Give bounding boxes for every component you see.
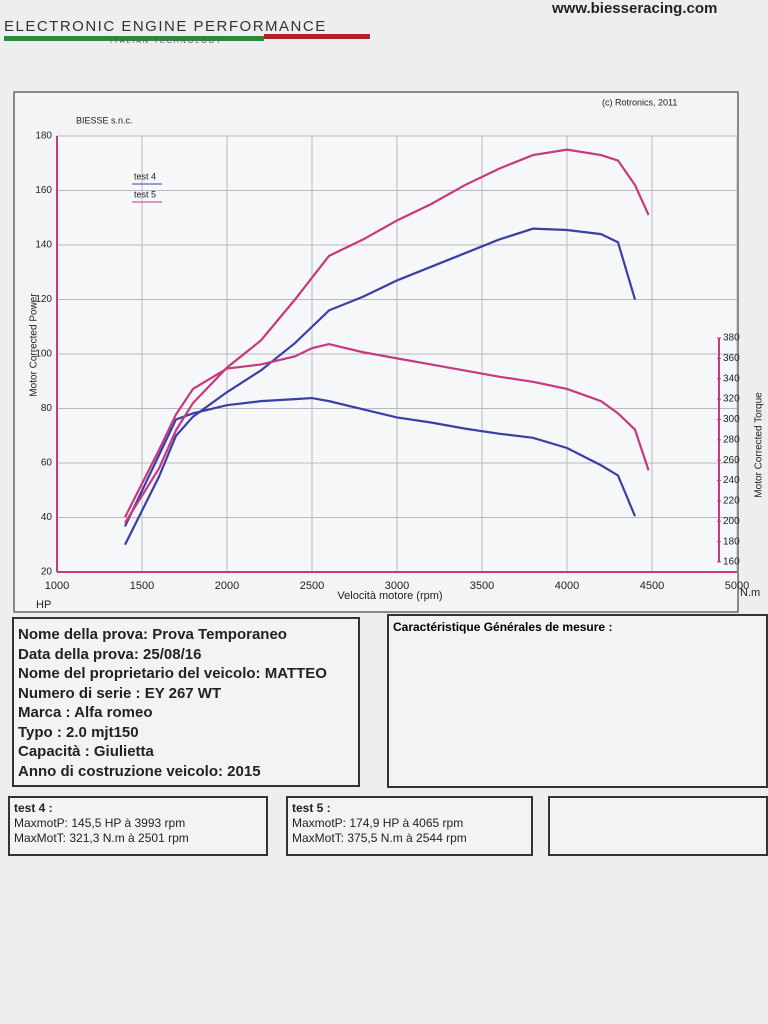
- y-tick-label: 140: [35, 240, 52, 251]
- info-line: Nome della prova: Prova Temporaneo: [18, 626, 287, 643]
- power-line: [124, 148, 650, 524]
- characteristics-title: Caractéristique Générales de mesure :: [393, 620, 613, 634]
- y2-tick-label: 360: [723, 353, 740, 364]
- torque-line: [124, 396, 637, 527]
- result-line: MaxmotP: 174,9 HP à 4065 rpm: [292, 816, 464, 830]
- y2-tick-label: 340: [723, 373, 740, 384]
- result-line: MaxmotP: 145,5 HP à 3993 rpm: [14, 816, 186, 830]
- y2-tick-label: 260: [723, 455, 740, 466]
- y-tick-label: 160: [35, 185, 52, 196]
- y-tick-label: 40: [41, 512, 53, 523]
- power-line: [124, 227, 637, 546]
- torque-line: [124, 342, 650, 518]
- info-line: Typo : 2.0 mjt150: [18, 723, 139, 741]
- empty-box: [548, 796, 768, 856]
- x-tick-label: 4500: [640, 580, 664, 592]
- result-title: test 4 :: [14, 801, 53, 815]
- x-axis-label: Velocità motore (rpm): [337, 590, 442, 602]
- y2-tick-label: 320: [723, 394, 740, 405]
- x-tick-label: 4000: [555, 580, 579, 592]
- brand-bar: [264, 34, 370, 39]
- y2-tick-label: 280: [723, 434, 740, 445]
- website: www.biesseracing.com: [552, 0, 718, 17]
- y-tick-label: 80: [41, 403, 53, 414]
- info-line: Capacità : Giulietta: [18, 743, 154, 760]
- x-tick-label: 5000: [725, 580, 749, 592]
- x-tick-label: 3000: [385, 580, 409, 592]
- y2-tick-label: 160: [723, 557, 740, 568]
- y2-tick-label: 220: [723, 496, 740, 507]
- y-tick-label: 60: [41, 458, 53, 469]
- x-tick-label: 2000: [215, 580, 239, 592]
- x-tick-label: 1500: [130, 580, 154, 592]
- brand: ELECTRONIC ENGINE PERFORMANCE: [4, 18, 327, 35]
- y-tick-label: 120: [35, 294, 52, 305]
- x-tick-label: 1000: [45, 580, 69, 592]
- x-tick-label: 3500: [470, 580, 494, 592]
- y2-unit: N.m: [740, 587, 760, 599]
- info-line: Numero di serie : EY 267 WT: [18, 684, 222, 702]
- y2-tick-label: 180: [723, 536, 740, 547]
- y-tick-label: 100: [35, 349, 52, 360]
- chart: BIESSE s.n.c. (c) Rotronics, 2011 Veloci…: [13, 91, 765, 613]
- result-box: test 4 : MaxmotP: 145,5 HP à 3993 rpm MaxM…: [8, 796, 268, 856]
- result-box: test 5 : MaxmotP: 174,9 HP à 4065 rpm MaxM…: [286, 796, 533, 856]
- tagline: ITALIAN TECHNOLOGY: [110, 38, 223, 45]
- info-line: Marca : Alfa romeo: [18, 704, 153, 721]
- y-axis-label: Motor Corrected Power: [29, 293, 40, 397]
- brand-bar: [4, 36, 264, 41]
- y2-tick-label: 200: [723, 516, 740, 527]
- y-tick-label: 20: [41, 567, 53, 578]
- y2-tick-label: 380: [723, 333, 740, 344]
- legend-label: test 4: [134, 171, 156, 181]
- info-line: Anno di costruzione veicolo: 2015: [18, 762, 261, 780]
- x-tick-label: 2500: [300, 580, 324, 592]
- result-line: MaxMotT: 321,3 N.m à 2501 rpm: [14, 831, 189, 845]
- legend-label: test 5: [134, 189, 156, 199]
- y2-tick-label: 300: [723, 414, 740, 425]
- y2-axis-label: Motor Corrected Torque: [754, 392, 765, 498]
- result-line: MaxMotT: 375,5 N.m à 2544 rpm: [292, 831, 467, 845]
- result-title: test 5 :: [292, 801, 331, 815]
- copyright: (c) Rotronics, 2011: [602, 97, 677, 107]
- info-line: Data della prova: 25/08/16: [18, 645, 202, 663]
- y2-tick-label: 240: [723, 475, 740, 486]
- y-unit: HP: [36, 599, 51, 611]
- info-box: Nome della prova: Prova Temporaneo Data d…: [12, 617, 360, 787]
- y-tick-label: 180: [35, 131, 52, 142]
- characteristics-box: Caractéristique Générales de mesure :: [387, 614, 768, 788]
- company: BIESSE s.n.c.: [76, 115, 133, 125]
- info-line: Nome del proprietario del veicolo: MATTE…: [18, 665, 327, 682]
